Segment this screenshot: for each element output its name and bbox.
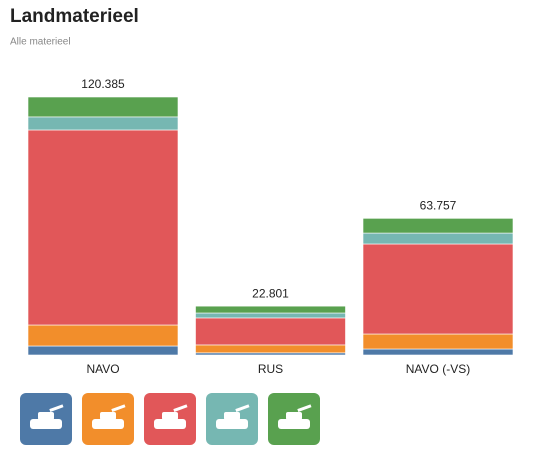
bar-segment (195, 317, 346, 346)
total-label: 120.385 (81, 77, 125, 91)
glyph-body (278, 419, 310, 429)
bar-segment (362, 243, 514, 335)
bar-segment (27, 129, 179, 326)
glyph-barrel (173, 404, 188, 412)
glyph-body (216, 419, 248, 429)
bar-segment (195, 305, 346, 314)
icon-glyph (278, 404, 312, 429)
bar-segment (195, 352, 346, 356)
glyph-top (162, 412, 178, 420)
bar-segment (27, 324, 179, 347)
icon-glyph (216, 404, 250, 429)
glyph-top (38, 412, 54, 420)
total-label: 22.801 (252, 286, 289, 300)
glyph-body (92, 419, 124, 429)
bar-segment (27, 345, 179, 356)
glyph-barrel (235, 404, 250, 412)
glyph-top (100, 412, 116, 420)
chart-title: Landmaterieel (10, 6, 139, 27)
bar-segment (362, 218, 514, 234)
glyph-body (30, 419, 62, 429)
total-label: 63.757 (420, 199, 457, 213)
icon-glyph (92, 404, 126, 429)
bar-segment (195, 312, 346, 319)
icon-glyph (154, 404, 188, 429)
glyph-top (286, 412, 302, 420)
glyph-body (154, 419, 186, 429)
glyph-barrel (49, 404, 64, 412)
bar-segment (27, 116, 179, 131)
x-tick-label: NAVO (86, 362, 119, 376)
glyph-top (224, 412, 240, 420)
chart-subtitle: Alle materieel (10, 37, 71, 48)
glyph-barrel (111, 404, 126, 412)
glyph-barrel (297, 404, 312, 412)
x-tick-label: RUS (258, 362, 283, 376)
bar-segment (362, 348, 514, 356)
x-tick-label: NAVO (-VS) (406, 362, 470, 376)
bar-segment (362, 232, 514, 245)
bar-segment (27, 96, 179, 118)
bar-segment (195, 344, 346, 354)
icon-glyph (30, 404, 64, 429)
bar-segment (362, 333, 514, 350)
